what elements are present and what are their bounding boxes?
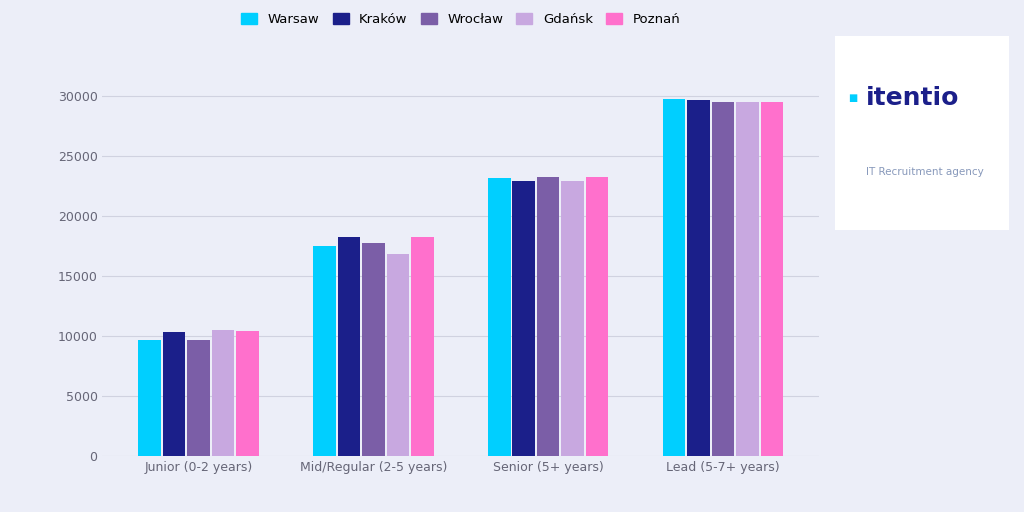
Bar — [586, 177, 608, 456]
Bar — [387, 254, 410, 456]
Bar — [313, 246, 336, 456]
Legend: Warsaw, Kraków, Wrocław, Gdańsk, Poznań: Warsaw, Kraków, Wrocław, Gdańsk, Poznań — [238, 9, 684, 30]
Bar — [512, 181, 535, 456]
Bar — [163, 332, 185, 456]
Bar — [212, 330, 234, 456]
Bar — [138, 340, 161, 456]
Text: ■: ■ — [849, 93, 858, 103]
Bar — [362, 243, 385, 456]
Bar — [187, 340, 210, 456]
FancyBboxPatch shape — [825, 26, 1018, 240]
Bar — [338, 237, 360, 456]
Text: IT Recruitment agency: IT Recruitment agency — [866, 167, 984, 177]
Bar — [488, 179, 511, 456]
Bar — [537, 177, 559, 456]
Bar — [736, 102, 759, 456]
Bar — [411, 237, 433, 456]
Bar — [687, 100, 710, 456]
Text: itentio: itentio — [866, 86, 959, 110]
Bar — [761, 102, 783, 456]
Bar — [561, 181, 584, 456]
Bar — [237, 331, 259, 456]
Bar — [663, 99, 685, 456]
Bar — [712, 102, 734, 456]
